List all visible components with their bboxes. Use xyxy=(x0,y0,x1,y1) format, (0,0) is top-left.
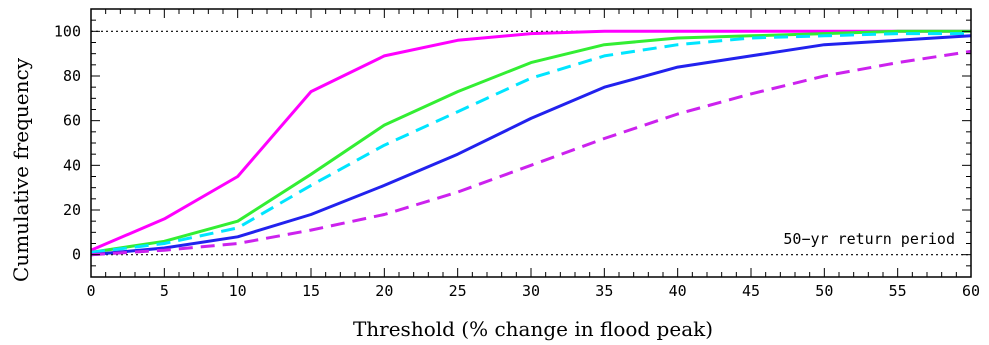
x-tick-label-55: 55 xyxy=(889,282,907,300)
return-period-annotation: 50−yr return period xyxy=(783,230,955,248)
x-tick-label-25: 25 xyxy=(449,282,467,300)
x-tick-label-40: 40 xyxy=(669,282,687,300)
y-tick-label-20: 20 xyxy=(63,201,81,219)
series-line-3 xyxy=(90,32,971,254)
x-tick-label-30: 30 xyxy=(522,282,540,300)
x-tick-label-35: 35 xyxy=(595,282,613,300)
y-tick-label-40: 40 xyxy=(63,156,81,174)
x-tick-label-60: 60 xyxy=(962,282,980,300)
y-tick-label-60: 60 xyxy=(63,112,81,130)
y-tick-label-100: 100 xyxy=(54,22,81,40)
x-tick-label-15: 15 xyxy=(302,282,320,300)
x-tick-label-5: 5 xyxy=(160,282,169,300)
plot-area xyxy=(90,29,972,257)
x-axis-title: Threshold (% change in flood peak) xyxy=(353,317,713,341)
series-line-1 xyxy=(90,29,971,252)
x-tick-label-10: 10 xyxy=(229,282,247,300)
x-tick-label-45: 45 xyxy=(742,282,760,300)
x-tick-label-0: 0 xyxy=(86,282,95,300)
y-axis-title: Cumulative frequency xyxy=(9,57,33,282)
series-line-4 xyxy=(90,34,972,257)
series-line-2 xyxy=(90,29,971,254)
series-line-5 xyxy=(90,49,972,257)
y-tick-label-80: 80 xyxy=(63,67,81,85)
x-tick-label-50: 50 xyxy=(815,282,833,300)
x-tick-label-20: 20 xyxy=(375,282,393,300)
axes: 0 5 10 15 20 25 30 35 40 45 50 55 60 0 20 40 60 80 100 xyxy=(54,8,980,300)
y-tick-label-0: 0 xyxy=(72,246,81,264)
